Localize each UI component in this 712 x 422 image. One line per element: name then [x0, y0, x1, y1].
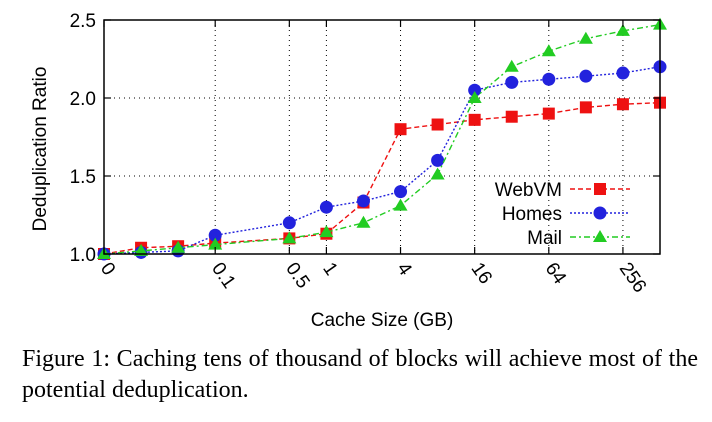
x-tick-label: 256 [615, 259, 650, 297]
legend-marker [593, 230, 607, 242]
data-point [504, 59, 519, 72]
data-point [578, 31, 593, 44]
x-tick-label: 0.1 [207, 259, 239, 293]
plot-frame [103, 19, 661, 255]
data-point [356, 215, 371, 228]
data-point [505, 110, 518, 123]
x-tick-label: 1 [318, 259, 341, 280]
y-tick-label: 1.0 [70, 245, 96, 266]
legend-label: WebVM [495, 180, 562, 201]
data-point [542, 72, 556, 86]
series-webvm [98, 96, 666, 260]
legend-label: Mail [527, 228, 562, 249]
data-point [616, 98, 629, 111]
legend-marker [594, 183, 606, 195]
y-tick-label: 2.5 [70, 11, 96, 32]
data-point [282, 231, 297, 244]
y-axis-label: Deduplication Ratio [30, 67, 51, 232]
series-line [103, 24, 661, 255]
data-point [356, 194, 370, 208]
y-tick-label: 1.5 [70, 167, 96, 188]
data-point [393, 198, 408, 211]
data-point [134, 243, 149, 256]
series-line [103, 66, 661, 255]
data-point [579, 101, 592, 114]
x-axis-label: Cache Size (GB) [311, 310, 454, 331]
data-point [171, 240, 186, 253]
grid-lines [104, 20, 660, 254]
data-point [431, 118, 444, 131]
data-point [468, 113, 481, 126]
data-point [208, 237, 223, 250]
x-tick-label: 4 [392, 259, 416, 280]
data-point [542, 107, 555, 120]
data-point [319, 200, 333, 214]
x-tick-label: 0 [96, 259, 119, 280]
data-point [431, 153, 445, 167]
legend-marker [593, 206, 607, 220]
figure-caption: Figure 1: Caching tens of thousand of bl… [22, 346, 698, 403]
series-line [103, 102, 661, 255]
data-point [468, 83, 482, 97]
x-tick-label: 16 [467, 259, 496, 288]
legend: WebVM Homes Mail [495, 180, 630, 249]
x-tick-label: 64 [541, 259, 571, 289]
legend-label: Homes [502, 204, 562, 225]
line-chart: 1.0 1.5 2.0 2.5 0 0.1 0.5 1 4 16 64 256 WebVM Homes M… [30, 11, 667, 331]
series-lines [97, 17, 667, 261]
data-point [505, 75, 519, 89]
data-point [616, 66, 630, 80]
data-point [467, 91, 482, 103]
series-mail [97, 17, 667, 259]
series-homes [97, 60, 667, 261]
data-point [615, 23, 630, 36]
data-point [541, 44, 556, 57]
data-point [319, 225, 334, 238]
data-point [579, 69, 593, 83]
data-point [282, 216, 296, 230]
x-tick-label: 0.5 [281, 259, 313, 293]
y-tick-label: 2.0 [70, 89, 96, 110]
data-point [208, 228, 222, 242]
data-point [394, 123, 407, 136]
data-point [430, 167, 445, 180]
data-point [394, 185, 408, 199]
